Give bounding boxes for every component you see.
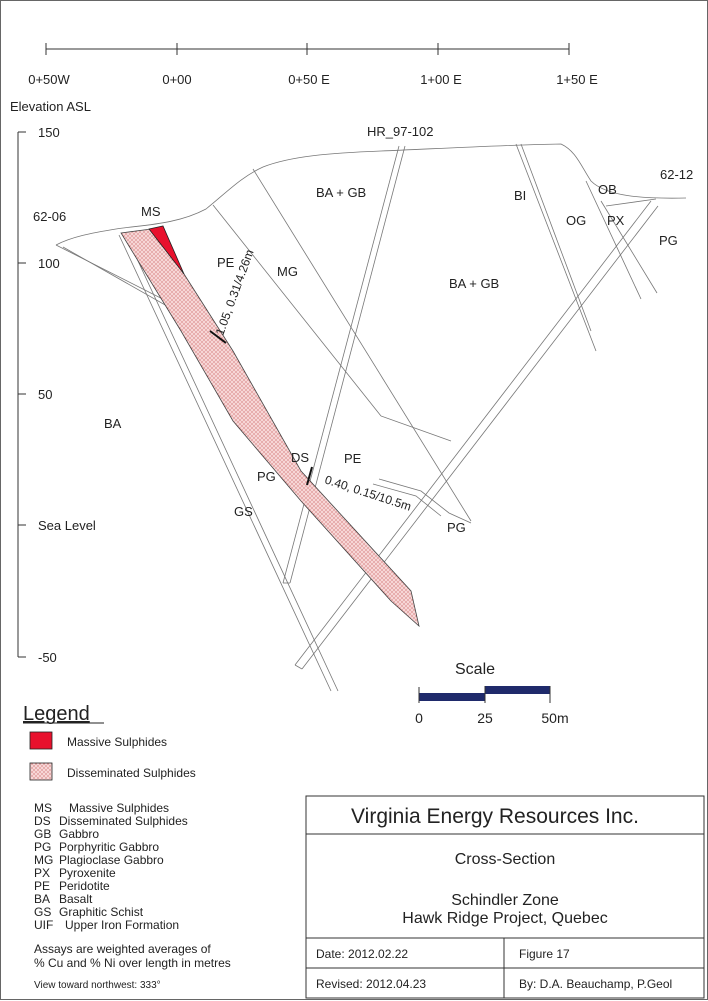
unit-label-mg: MG <box>277 264 298 279</box>
elevation-100: 100 <box>38 256 60 271</box>
elevation-axis: Elevation ASL 150 100 50 Sea Level -50 <box>10 99 96 665</box>
chainage-tick-2: 0+50 E <box>288 72 330 87</box>
drillhole-62-12 <box>294 200 659 670</box>
zone-name: Schindler Zone <box>451 892 559 909</box>
intercept-lower-marker <box>306 466 313 486</box>
scale-title: Scale <box>455 661 495 678</box>
legend-swatch-massive <box>29 731 53 750</box>
drillhole-label-hr-97-102: HR_97-102 <box>367 124 434 139</box>
figure-number: Figure 17 <box>519 947 570 961</box>
drawing-date: Date: 2012.02.22 <box>316 947 408 961</box>
legend-disseminated-label: Disseminated Sulphides <box>67 766 196 780</box>
legend-title: Legend <box>23 703 90 725</box>
chainage-axis: 0+50W 0+00 0+50 E 1+00 E 1+50 E <box>28 43 598 87</box>
project-name: Hawk Ridge Project, Quebec <box>402 910 607 927</box>
document-type: Cross-Section <box>455 851 555 868</box>
abbr-code: UIF <box>34 918 53 932</box>
abbr-code: DS <box>34 814 51 828</box>
abbr-code: MS <box>34 801 52 815</box>
unit-label-pg-bottom: PG <box>447 520 466 535</box>
unit-label-ba-gb-mid: BA + GB <box>449 276 499 291</box>
disseminated-sulphides-zone <box>120 228 420 628</box>
unit-label-ba-left: BA <box>104 416 122 431</box>
intercept-upper-marker <box>209 330 227 344</box>
unit-label-bi: BI <box>514 188 526 203</box>
title-block: Virginia Energy Resources Inc. Cross-Sec… <box>305 795 705 999</box>
unit-label-ds: DS <box>291 450 309 465</box>
abbr-name: Disseminated Sulphides <box>59 814 188 828</box>
unit-label-gs: GS <box>234 504 253 519</box>
legend-swatch-disseminated <box>29 762 53 781</box>
revised-date: Revised: 2012.04.23 <box>316 977 426 991</box>
legend: Legend Massive Sulphides Disseminated Su… <box>23 703 196 781</box>
topographic-surface <box>55 143 687 246</box>
scale-segment-0-25 <box>419 693 485 701</box>
unit-label-pe-upper: PE <box>217 255 235 270</box>
geological-contacts <box>55 143 658 524</box>
assay-note-line2: % Cu and % Ni over length in metres <box>34 956 231 970</box>
abbr-code: BA <box>34 892 50 906</box>
abbr-name: Porphyritic Gabbro <box>59 840 159 854</box>
unit-label-pe-lower: PE <box>344 451 362 466</box>
abbr-code: PG <box>34 840 51 854</box>
abbr-code: PX <box>34 866 50 880</box>
scale-label-0: 0 <box>415 710 423 726</box>
drillhole-label-62-12: 62-12 <box>660 167 693 182</box>
unit-label-px: PX <box>607 213 625 228</box>
view-direction-note: View toward northwest: 333° <box>34 980 161 991</box>
abbr-name: Upper Iron Formation <box>65 918 179 932</box>
unit-label-ms: MS <box>141 204 161 219</box>
massive-sulphides-zone <box>148 225 185 275</box>
elevation-50: 50 <box>38 387 52 402</box>
scale-segment-25-50 <box>485 686 550 694</box>
unit-label-ba-gb-top: BA + GB <box>316 185 366 200</box>
abbr-code: GS <box>34 905 51 919</box>
chainage-tick-1: 0+00 <box>162 72 191 87</box>
unit-label-pg-right: PG <box>659 233 678 248</box>
scale-label-25: 25 <box>477 710 493 726</box>
abbr-name: Pyroxenite <box>59 866 116 880</box>
unit-label-pg-lower: PG <box>257 469 276 484</box>
intercept-lower-label: 0.40, 0.15/10.5m <box>323 473 413 514</box>
assay-note-line1: Assays are weighted averages of <box>34 942 211 956</box>
chainage-tick-4: 1+50 E <box>556 72 598 87</box>
abbr-name: Peridotite <box>59 879 110 893</box>
scale-label-50m: 50m <box>541 710 568 726</box>
abbr-name: Plagioclase Gabbro <box>59 853 164 867</box>
unit-label-og: OG <box>566 213 586 228</box>
unit-label-ob: OB <box>598 182 617 197</box>
scale-bar: Scale 0 25 50m <box>415 661 569 726</box>
abbr-name: Massive Sulphides <box>69 801 169 815</box>
company-name: Virginia Energy Resources Inc. <box>351 805 639 828</box>
elevation-150: 150 <box>38 125 60 140</box>
elevation-sea-level: Sea Level <box>38 518 96 533</box>
abbr-name: Graphitic Schist <box>59 905 144 919</box>
elevation-title: Elevation ASL <box>10 99 91 114</box>
drillhole-62-06 <box>118 232 339 692</box>
chainage-tick-3: 1+00 E <box>420 72 462 87</box>
abbr-name: Gabbro <box>59 827 99 841</box>
abbr-code: PE <box>34 879 50 893</box>
abbr-code: GB <box>34 827 51 841</box>
abbr-code: MG <box>34 853 53 867</box>
elevation-minus-50: -50 <box>38 650 57 665</box>
drillhole-label-62-06: 62-06 <box>33 209 66 224</box>
abbr-name: Basalt <box>59 892 93 906</box>
drawn-by: By: D.A. Beauchamp, P.Geol <box>519 977 672 991</box>
legend-massive-label: Massive Sulphides <box>67 735 167 749</box>
chainage-tick-0: 0+50W <box>28 72 70 87</box>
abbreviation-list: MS Massive Sulphides DS Disseminated Sul… <box>34 801 188 932</box>
